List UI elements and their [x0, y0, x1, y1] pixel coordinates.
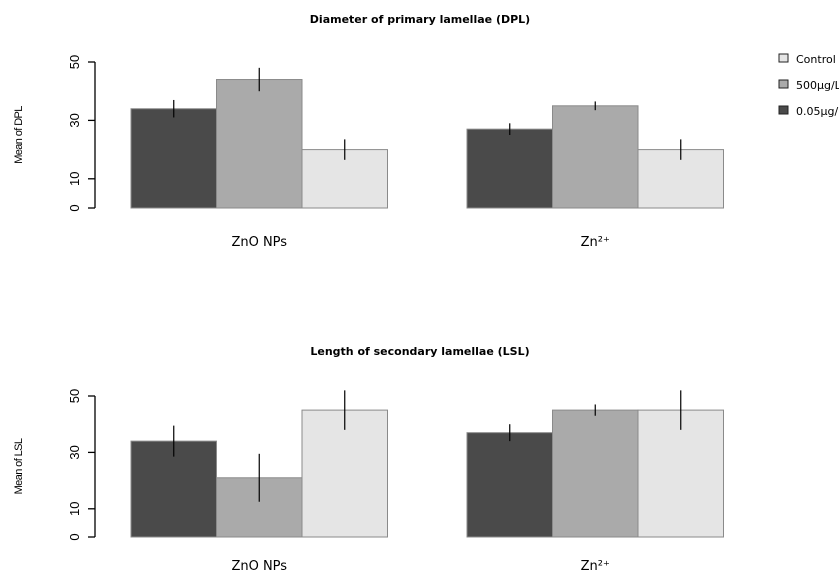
bars: [130, 67, 724, 209]
y-tick-label: 0: [67, 533, 82, 540]
bars: [130, 390, 724, 538]
y-tick-label: 30: [67, 445, 82, 459]
y-tick-label: 50: [67, 389, 82, 403]
legend: Control 500µg/L 0.05µg/L: [778, 53, 839, 118]
bar: [130, 108, 217, 209]
legend-swatch: [778, 79, 789, 89]
y-tick-label: 10: [67, 502, 82, 516]
y-tick-label: 0: [67, 204, 82, 211]
legend-swatch: [778, 105, 789, 115]
lsl-chart-panel: Length of secondary lamellae (LSL) Mean …: [13, 345, 724, 574]
x-category-label: ZnO NPs: [231, 235, 287, 250]
y-axis-label: Mean of LSL: [13, 438, 25, 494]
bar: [466, 128, 553, 209]
bar: [552, 409, 639, 538]
legend-label: 0.05µg/L: [796, 105, 839, 118]
legend-label: 500µg/L: [796, 79, 839, 92]
legend-label: Control: [796, 53, 836, 66]
bar: [637, 409, 724, 538]
legend-swatch: [778, 53, 789, 63]
x-category-label: Zn²⁺: [581, 559, 610, 574]
y-axis: 0 10 30 50: [67, 389, 96, 541]
x-category-label: Zn²⁺: [581, 235, 610, 250]
y-axis-label: Mean of DPL: [13, 106, 25, 164]
chart-title: Diameter of primary lamellae (DPL): [310, 13, 530, 26]
y-tick-label: 30: [67, 113, 82, 127]
bar: [216, 79, 303, 209]
legend-item: 0.05µg/L: [778, 105, 839, 118]
legend-item: Control: [778, 53, 836, 66]
bar: [552, 105, 639, 209]
dpl-chart-panel: Diameter of primary lamellae (DPL) Mean …: [13, 13, 724, 250]
bar: [130, 440, 217, 538]
chart-title: Length of secondary lamellae (LSL): [310, 345, 529, 358]
bar: [301, 409, 388, 538]
y-tick-label: 50: [67, 55, 82, 69]
bar: [466, 432, 553, 538]
y-axis: 0 10 30 50: [67, 55, 96, 212]
x-category-label: ZnO NPs: [231, 559, 287, 574]
legend-item: 500µg/L: [778, 79, 839, 92]
y-tick-label: 10: [67, 172, 82, 186]
